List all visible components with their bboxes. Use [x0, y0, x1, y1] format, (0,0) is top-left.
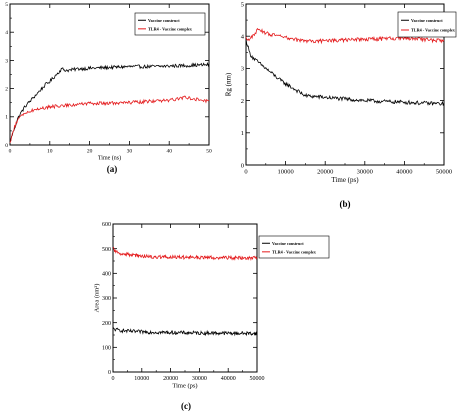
y-tick-label: 2 [241, 98, 244, 105]
y-axis-label: Rg (nm) [224, 72, 232, 96]
y-tick-label: 2 [5, 87, 8, 93]
legend-label: TLR4 - Vaccine complex [272, 249, 317, 254]
x-axis-label: Time (ps) [172, 383, 197, 390]
x-tick-label: 50 [206, 149, 212, 155]
panel-label: (b) [340, 199, 351, 209]
legend: Vaccine construct TLR4 - Vaccine complex [134, 12, 206, 36]
x-tick-label: 50000 [250, 376, 265, 382]
legend-box [134, 12, 206, 36]
x-tick-label: 30000 [192, 376, 207, 382]
x-tick-label: 0 [9, 149, 12, 155]
x-tick-label: 0 [244, 169, 247, 176]
series-line-tlr4-vaccine-complex [245, 27, 445, 45]
x-tick-label: 10000 [277, 169, 293, 176]
y-tick-label: 3 [241, 66, 244, 73]
x-axis-label: Time (ns) [98, 154, 121, 161]
x-tick-label: 30000 [357, 169, 373, 176]
series-line-vaccine-construct [9, 62, 210, 142]
y-tick-label: 5 [5, 2, 8, 8]
x-tick-label: 10 [47, 149, 53, 155]
series-line-tlr4-vaccine-complex [9, 95, 210, 144]
y-tick-label: 100 [102, 345, 111, 351]
series-line-tlr4-vaccine-complex [112, 246, 258, 262]
x-tick-label: 30 [127, 149, 133, 155]
legend-box [397, 11, 457, 38]
y-tick-label: 0 [241, 162, 244, 169]
legend-label: Vaccine construct [148, 18, 180, 23]
y-tick-label: 5 [241, 1, 244, 8]
legend: Vaccine construct TLR4 - Vaccine complex [258, 235, 330, 259]
y-tick-label: 1 [5, 115, 8, 121]
y-tick-label: 4 [5, 30, 8, 36]
y-tick-label: 4 [241, 33, 245, 40]
y-tick-label: 500 [102, 247, 111, 253]
x-tick-label: 0 [112, 376, 115, 382]
panel-2: 0 10000 20000 30000 40000 50000 0 1 2 3 4 5 Time (ps… [224, 1, 457, 209]
legend-label: TLR4 - Vaccine complex [148, 26, 193, 31]
legend-label: Vaccine construct [411, 18, 443, 23]
y-tick-label: 0 [108, 370, 111, 376]
plot-frame [112, 223, 258, 373]
y-axis-label: Area (nm²) [94, 284, 101, 313]
legend-label: Vaccine construct [272, 241, 304, 246]
x-tick-label: 20000 [163, 376, 178, 382]
panel-label: (c) [181, 401, 191, 411]
legend: Vaccine construct TLR4 - Vaccine complex [397, 11, 457, 38]
y-tick-label: 0 [5, 143, 8, 149]
panel-3: 0 10000 20000 30000 40000 50000 0 100 200 300 400 5… [94, 222, 330, 411]
x-tick-label: 40000 [221, 376, 236, 382]
x-tick-label: 40 [166, 149, 172, 155]
series-line-vaccine-construct [245, 38, 445, 106]
x-axis-label: Time (ps) [331, 176, 359, 184]
x-tick-label: 40000 [396, 169, 412, 176]
x-tick-label: 10000 [134, 376, 149, 382]
x-tick-label: 20000 [317, 169, 333, 176]
legend-box [258, 235, 330, 259]
y-tick-label: 200 [102, 321, 111, 327]
x-tick-label: 50000 [436, 169, 452, 176]
panel-label: (a) [107, 164, 118, 174]
y-tick-label: 600 [102, 222, 111, 228]
legend-label: TLR4 - Vaccine complex [411, 28, 456, 33]
y-tick-label: 300 [102, 296, 111, 302]
y-tick-label: 1 [241, 130, 244, 137]
y-tick-label: 3 [5, 58, 8, 64]
x-tick-label: 20 [87, 149, 93, 155]
series-line-vaccine-construct [112, 327, 258, 337]
y-tick-label: 400 [102, 271, 111, 277]
